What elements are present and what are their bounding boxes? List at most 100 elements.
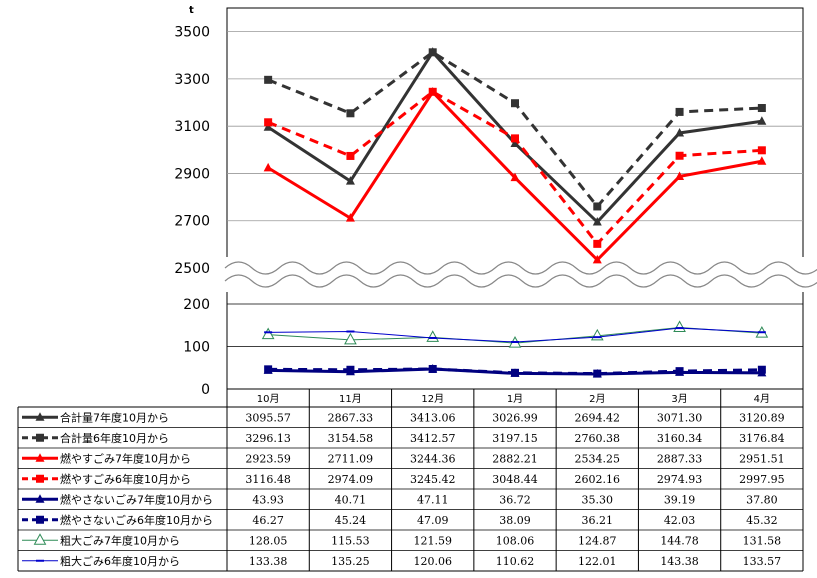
legend-label-3: 燃やすごみ6年度10月から: [60, 472, 191, 486]
data-point-1-1: [346, 109, 355, 118]
data-label-1-1: 3154.58: [328, 432, 374, 445]
data-point-6-2: [426, 330, 440, 342]
data-label-6-0: 128.05: [249, 534, 288, 547]
legend-key-marker-2: [35, 453, 45, 462]
data-point-6-1: [344, 332, 357, 345]
data-label-5-1: 45.24: [335, 514, 367, 527]
data-point-0-5: [675, 127, 685, 137]
data-point-1-3: [511, 99, 519, 108]
data-label-4-5: 39.19: [664, 493, 696, 506]
data-label-3-6: 2997.95: [739, 473, 785, 486]
data-label-2-1: 2711.09: [328, 452, 374, 465]
data-point-6-5: [673, 320, 686, 332]
data-label-0-6: 3120.89: [739, 411, 785, 424]
legend-label-6: 粗大ごみ7年度10月から: [60, 533, 180, 547]
data-label-4-2: 47.11: [417, 493, 449, 506]
data-point-0-6: [757, 116, 767, 125]
data-point-3-1: [346, 151, 355, 160]
data-label-2-3: 2882.21: [492, 452, 538, 465]
data-label-4-1: 40.71: [335, 493, 367, 506]
axis-break-wave-top: [224, 261, 817, 275]
data-label-4-4: 35.30: [582, 493, 614, 506]
legend-label-4: 燃やさないごみ7年度10月から: [60, 492, 213, 506]
data-label-0-4: 2694.42: [575, 411, 621, 424]
data-label-1-3: 3197.15: [492, 432, 538, 445]
data-label-5-5: 42.03: [664, 514, 696, 527]
data-label-3-3: 3048.44: [492, 473, 538, 486]
legend-key-marker-5: [36, 515, 44, 524]
data-label-1-5: 3160.34: [657, 432, 703, 445]
data-point-1-2: [428, 48, 437, 57]
data-label-6-4: 124.87: [578, 534, 617, 547]
legend-label-7: 粗大ごみ6年度10月から: [60, 554, 180, 568]
data-point-1-5: [675, 107, 684, 116]
data-label-1-4: 2760.38: [575, 432, 621, 445]
data-label-7-1: 135.25: [331, 555, 370, 568]
data-label-5-4: 36.21: [582, 514, 614, 527]
data-label-2-5: 2887.33: [657, 452, 703, 465]
legend-key-marker-4: [35, 494, 45, 503]
data-label-0-5: 3071.30: [657, 411, 703, 424]
y-tick-label-3500: 3500: [174, 25, 210, 41]
axis-break-band: [225, 257, 805, 292]
data-label-2-2: 3244.36: [410, 452, 456, 465]
data-label-0-3: 3026.99: [492, 411, 538, 424]
data-point-0-3: [510, 138, 520, 147]
legend-label-5: 燃やさないごみ6年度10月から: [60, 513, 213, 527]
series-line-1: [267, 50, 762, 209]
data-point-2-0: [263, 162, 273, 172]
data-label-6-2: 121.59: [413, 534, 452, 547]
data-point-1-4: [593, 202, 602, 211]
data-label-3-5: 2974.93: [657, 473, 703, 486]
data-label-0-0: 3095.57: [245, 411, 291, 424]
x-tick-label-0: 10月: [257, 393, 280, 405]
data-label-3-0: 3116.48: [245, 473, 291, 486]
data-label-3-2: 3245.42: [410, 473, 456, 486]
data-label-3-1: 2974.09: [328, 473, 374, 486]
data-point-3-2: [428, 87, 437, 96]
data-label-4-0: 43.93: [252, 493, 284, 506]
data-label-2-6: 2951.51: [739, 452, 785, 465]
x-tick-label-2: 12月: [421, 393, 444, 405]
data-label-7-3: 110.62: [496, 555, 535, 568]
data-point-3-6: [757, 146, 766, 155]
data-label-1-6: 3176.84: [739, 432, 785, 445]
data-label-2-4: 2534.25: [575, 452, 621, 465]
data-point-3-0: [264, 118, 273, 127]
data-label-6-1: 115.53: [331, 534, 370, 547]
y-tick-label-2900: 2900: [174, 166, 210, 182]
y-tick-label-2500: 2500: [174, 261, 210, 277]
data-label-5-6: 45.32: [746, 514, 778, 527]
data-point-1-6: [757, 104, 766, 113]
data-label-4-3: 36.72: [499, 493, 531, 506]
y-tick-label-200: 200: [183, 297, 210, 313]
legend-label-2: 燃やすごみ7年度10月から: [60, 451, 191, 465]
y-tick-label-3100: 3100: [174, 119, 210, 135]
data-label-2-0: 2923.59: [245, 452, 291, 465]
data-point-6-0: [261, 327, 275, 340]
data-point-5-2: [428, 364, 437, 373]
legend-key-marker-1: [36, 433, 44, 442]
data-point-5-0: [264, 365, 273, 374]
y-tick-label-0: 0: [201, 382, 210, 398]
y-axis-unit: t: [189, 5, 194, 16]
x-tick-label-4: 2月: [589, 393, 605, 405]
data-point-0-0: [263, 122, 273, 131]
data-label-3-4: 2602.16: [575, 473, 621, 486]
legend-key-marker-6: [33, 533, 47, 545]
axis-break-wave-bottom: [224, 274, 817, 288]
data-point-0-4: [592, 217, 602, 226]
data-point-0-1: [345, 176, 355, 185]
data-point-2-6: [757, 156, 767, 165]
plot-border: [226, 7, 804, 390]
data-point-3-5: [675, 151, 684, 160]
x-tick-label-6: 4月: [754, 393, 770, 405]
data-point-5-4: [593, 369, 602, 378]
data-label-7-4: 122.01: [578, 555, 617, 568]
data-point-3-3: [511, 134, 519, 143]
data-point-2-1: [345, 213, 355, 222]
data-label-1-2: 3412.57: [410, 432, 456, 445]
data-label-7-5: 143.38: [660, 555, 699, 568]
data-label-5-0: 46.27: [252, 514, 284, 527]
